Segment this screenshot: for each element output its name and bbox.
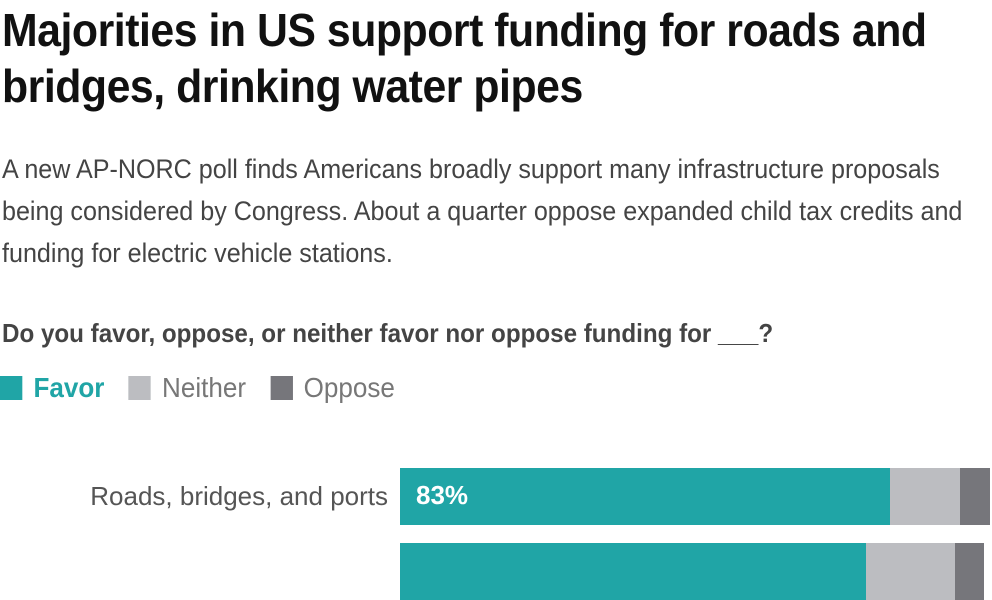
bar-neither (866, 543, 955, 600)
bar-oppose (960, 468, 990, 525)
legend-label: Neither (162, 372, 246, 403)
legend-swatch (270, 376, 293, 400)
legend-item-favor: Favor (0, 372, 104, 404)
legend-label: Oppose (303, 372, 395, 403)
category-label: Roads, bridges, and ports (90, 481, 388, 511)
bar-favor (400, 543, 867, 600)
data-label: 83% (416, 480, 469, 510)
chart-subtitle: A new AP-NORC poll finds Americans broad… (2, 154, 963, 268)
bar-row (400, 543, 985, 600)
survey-question: Do you favor, oppose, or neither favor n… (2, 318, 774, 348)
legend-swatch (0, 376, 23, 400)
bar-oppose (954, 543, 985, 600)
legend-item-neither: Neither (128, 372, 246, 404)
bar-row: 83% (400, 468, 990, 525)
legend-label: Favor (33, 372, 105, 403)
legend-item-oppose: Oppose (270, 372, 395, 404)
bar-favor: 83% (400, 468, 890, 525)
bar-neither (889, 468, 961, 525)
legend-swatch (128, 376, 151, 400)
chart-title: Majorities in US support funding for roa… (2, 4, 927, 112)
legend: Favor Neither Oppose (0, 372, 419, 404)
